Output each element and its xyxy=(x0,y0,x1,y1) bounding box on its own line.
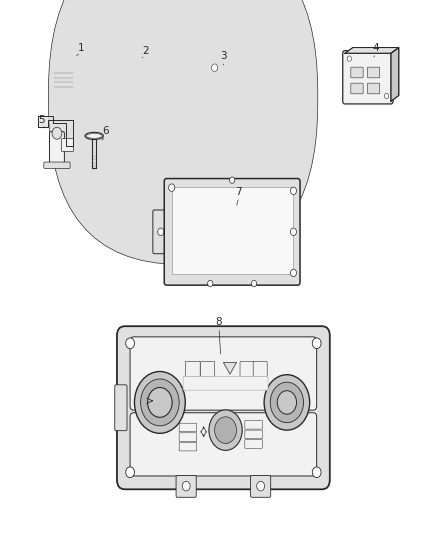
Circle shape xyxy=(290,187,297,195)
FancyBboxPatch shape xyxy=(52,68,75,89)
Text: 7: 7 xyxy=(235,187,242,197)
FancyBboxPatch shape xyxy=(185,361,200,377)
Circle shape xyxy=(215,417,237,443)
Polygon shape xyxy=(345,47,399,53)
Circle shape xyxy=(230,177,235,183)
FancyBboxPatch shape xyxy=(179,433,197,441)
FancyBboxPatch shape xyxy=(253,361,267,377)
Polygon shape xyxy=(223,362,237,374)
Ellipse shape xyxy=(86,134,102,139)
FancyBboxPatch shape xyxy=(48,0,318,264)
Circle shape xyxy=(209,410,242,450)
Circle shape xyxy=(169,184,175,191)
Circle shape xyxy=(212,64,218,71)
Circle shape xyxy=(128,65,135,73)
FancyBboxPatch shape xyxy=(117,63,145,91)
Circle shape xyxy=(126,338,134,349)
FancyBboxPatch shape xyxy=(216,71,239,100)
Text: 6: 6 xyxy=(102,126,109,135)
Circle shape xyxy=(148,387,172,417)
Circle shape xyxy=(290,269,297,277)
FancyBboxPatch shape xyxy=(115,385,127,431)
FancyBboxPatch shape xyxy=(367,67,380,78)
Circle shape xyxy=(270,382,304,423)
FancyBboxPatch shape xyxy=(176,475,196,497)
Circle shape xyxy=(208,280,213,287)
FancyBboxPatch shape xyxy=(153,210,169,254)
FancyBboxPatch shape xyxy=(259,74,271,96)
Circle shape xyxy=(264,375,310,430)
Circle shape xyxy=(290,228,297,236)
FancyBboxPatch shape xyxy=(172,187,293,274)
FancyBboxPatch shape xyxy=(179,423,197,432)
Circle shape xyxy=(277,391,297,414)
FancyBboxPatch shape xyxy=(183,376,268,390)
Circle shape xyxy=(141,379,179,426)
FancyBboxPatch shape xyxy=(130,413,317,476)
FancyBboxPatch shape xyxy=(245,430,262,439)
Circle shape xyxy=(257,481,265,491)
Circle shape xyxy=(384,93,389,99)
FancyBboxPatch shape xyxy=(245,440,262,448)
FancyBboxPatch shape xyxy=(122,86,141,93)
FancyBboxPatch shape xyxy=(183,61,263,109)
FancyBboxPatch shape xyxy=(367,83,380,94)
Circle shape xyxy=(182,481,190,491)
FancyBboxPatch shape xyxy=(179,442,197,451)
FancyBboxPatch shape xyxy=(49,132,64,167)
FancyBboxPatch shape xyxy=(351,83,363,94)
FancyBboxPatch shape xyxy=(251,475,271,497)
FancyBboxPatch shape xyxy=(117,326,330,489)
FancyBboxPatch shape xyxy=(61,139,74,151)
Circle shape xyxy=(347,56,351,61)
Text: 1: 1 xyxy=(78,43,85,53)
FancyBboxPatch shape xyxy=(164,179,300,285)
Circle shape xyxy=(126,467,134,478)
FancyBboxPatch shape xyxy=(54,58,73,73)
Text: 5: 5 xyxy=(38,115,45,125)
Polygon shape xyxy=(38,116,73,146)
Text: 2: 2 xyxy=(142,46,149,55)
Circle shape xyxy=(251,280,257,287)
FancyBboxPatch shape xyxy=(201,361,215,377)
Circle shape xyxy=(158,228,164,236)
FancyBboxPatch shape xyxy=(343,51,393,104)
FancyBboxPatch shape xyxy=(351,67,363,78)
Text: 3: 3 xyxy=(220,51,227,61)
FancyBboxPatch shape xyxy=(130,337,317,410)
Polygon shape xyxy=(391,47,399,101)
Circle shape xyxy=(125,61,138,77)
FancyBboxPatch shape xyxy=(117,66,124,76)
FancyBboxPatch shape xyxy=(186,71,213,100)
Text: 8: 8 xyxy=(215,318,223,327)
FancyBboxPatch shape xyxy=(58,86,68,95)
FancyBboxPatch shape xyxy=(44,162,70,168)
Circle shape xyxy=(134,372,185,433)
FancyBboxPatch shape xyxy=(240,361,254,377)
Ellipse shape xyxy=(85,132,103,140)
Circle shape xyxy=(312,338,321,349)
FancyBboxPatch shape xyxy=(174,72,187,98)
Circle shape xyxy=(61,56,66,61)
Circle shape xyxy=(312,467,321,478)
Text: 4: 4 xyxy=(372,43,379,53)
FancyBboxPatch shape xyxy=(245,421,262,429)
FancyBboxPatch shape xyxy=(139,66,146,76)
Circle shape xyxy=(52,127,62,139)
